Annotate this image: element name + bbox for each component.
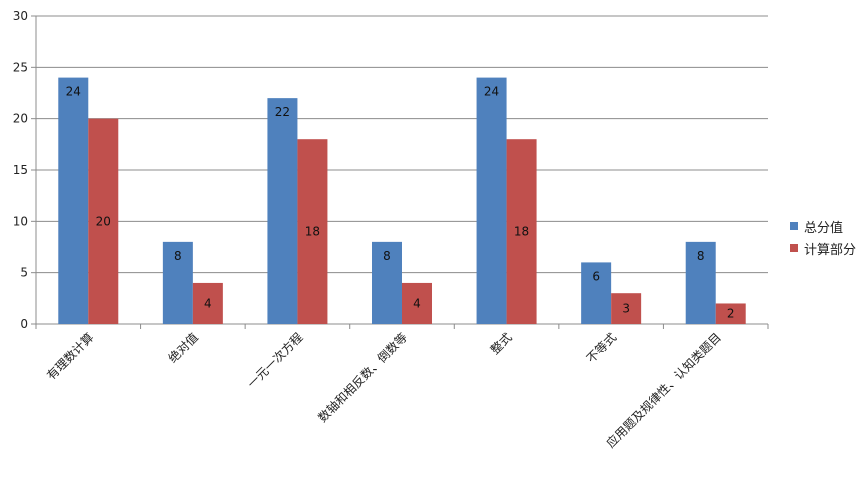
- data-label: 18: [514, 225, 529, 239]
- y-tick-label: 0: [20, 317, 28, 331]
- bar-series-1: [192, 282, 223, 324]
- x-tick-label: 有理数计算: [43, 330, 96, 383]
- data-label: 8: [697, 249, 705, 263]
- legend: 总分值 计算部分: [790, 215, 856, 259]
- y-tick-label: 15: [13, 163, 28, 177]
- legend-label-series-0: 总分值: [804, 220, 844, 236]
- data-label: 18: [305, 225, 320, 239]
- legend-label-series-1: 计算部分: [804, 242, 857, 258]
- bar-series-0: [162, 241, 193, 324]
- y-tick-label: 20: [13, 112, 28, 126]
- bar-series-0: [581, 262, 612, 324]
- x-tick-label: 不等式: [584, 330, 619, 365]
- bar-series-1: [715, 303, 746, 324]
- bar-series-0: [372, 241, 402, 324]
- bar-series-0: [476, 77, 507, 324]
- y-tick-label: 25: [13, 60, 28, 74]
- data-label: 24: [66, 85, 81, 99]
- data-label: 4: [413, 296, 421, 310]
- y-tick-label: 10: [13, 214, 28, 228]
- bar-series-0: [58, 77, 89, 324]
- x-tick-label: 数轴和相反数、倒数等: [315, 330, 410, 425]
- bar-series-0: [267, 98, 298, 324]
- data-label: 20: [96, 214, 111, 228]
- data-label: 8: [174, 249, 182, 263]
- data-label: 8: [383, 249, 391, 263]
- x-tick-label: 整式: [487, 330, 515, 358]
- bar-series-1: [88, 118, 119, 325]
- data-label: 2: [727, 307, 735, 321]
- y-tick-label: 30: [13, 9, 28, 23]
- legend-item-series-1: 计算部分: [790, 237, 856, 259]
- y-tick-label: 5: [20, 266, 28, 280]
- data-label: 3: [622, 302, 630, 316]
- bar-series-1: [611, 293, 642, 324]
- x-tick-label: 一元一次方程: [244, 330, 306, 392]
- bar-series-1: [506, 139, 537, 324]
- x-tick-label: 绝对值: [165, 330, 201, 366]
- legend-item-series-0: 总分值: [790, 215, 856, 237]
- legend-swatch-series-1: [790, 244, 798, 252]
- legend-swatch-series-0: [790, 222, 798, 230]
- bar-series-1: [297, 139, 328, 324]
- bar-series-1: [402, 282, 432, 324]
- data-label: 22: [275, 105, 290, 119]
- data-label: 24: [484, 85, 499, 99]
- data-label: 4: [204, 296, 212, 310]
- data-label: 6: [592, 269, 600, 283]
- bar-series-0: [685, 241, 716, 324]
- x-tick-label: 应用题及规律性、认知类题目: [603, 330, 724, 451]
